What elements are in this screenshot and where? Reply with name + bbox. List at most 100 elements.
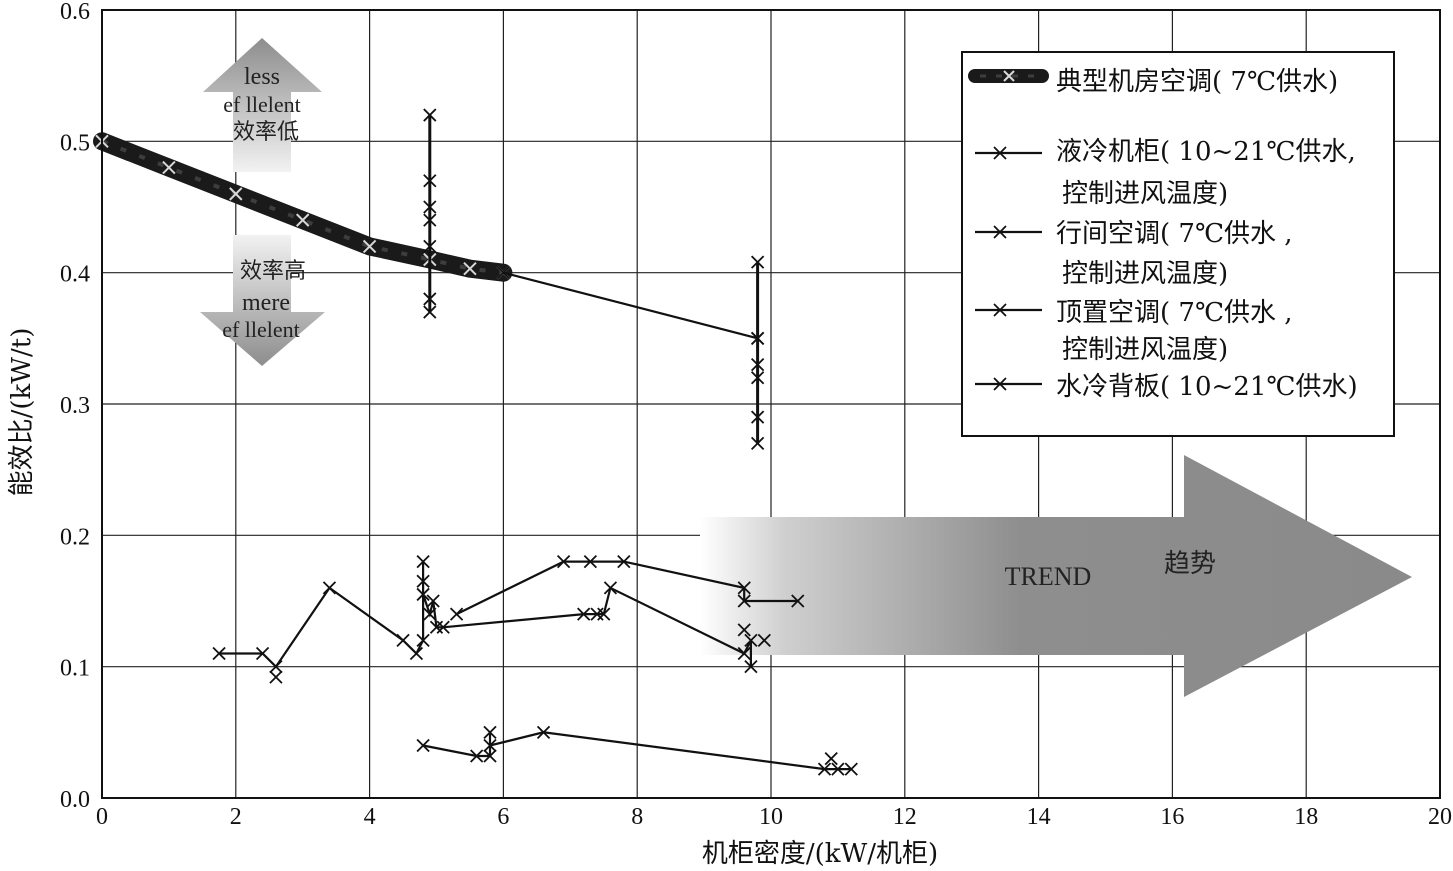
data-point [470,749,484,763]
up-arrow-label-1: less [244,64,280,90]
down-arrow-label-3: ef llelent [222,317,300,342]
legend: 典型机房空调( 7℃供水) 液冷机柜( 10~21℃供水, 控制进风温度) 行间… [961,51,1395,437]
series-8 [824,751,838,766]
legend-sample-marker [993,303,1007,317]
data-point [212,646,226,661]
series-line [503,271,758,340]
legend-sample-marker [993,146,1007,160]
series-5 [449,554,805,621]
series-7 [416,725,858,776]
data-point [322,581,337,595]
x-axis-title: 机柜密度/(kW/机柜) [702,839,938,869]
legend-label-inrow-2: 控制进风温度) [1062,259,1228,289]
y-tick-label: 0.6 [60,0,90,25]
data-point [269,660,283,674]
data-point [162,160,176,175]
legend-sample-marker [993,225,1007,239]
data-point [737,581,751,595]
data-point [750,357,765,372]
data-point [750,371,765,385]
data-point [737,594,751,608]
data-point [844,762,858,776]
up-arrow-label-3: 效率低 [233,119,299,144]
data-point [590,607,604,621]
data-point [750,255,765,269]
data-point [416,738,430,753]
data-point [449,607,464,621]
data-point [423,108,437,122]
x-tick-label: 8 [631,804,643,830]
data-point [597,607,611,621]
data-point [496,266,511,280]
data-point [757,633,771,648]
series-4 [212,554,758,674]
legend-sample-marker [1003,70,1015,82]
x-tick-label: 20 [1428,804,1452,830]
x-tick-label: 14 [1027,804,1051,830]
data-point [423,292,437,306]
legend-label-overhead-2: 控制进风温度) [1062,335,1228,365]
data-point [423,305,437,319]
data-point [483,749,497,763]
data-point [463,262,477,276]
x-tick-label: 6 [497,804,509,830]
data-point [423,607,437,621]
data-point [416,554,430,569]
legend-label-typical: 典型机房空调( 7℃供水) [1056,67,1338,97]
legend-label-liquid-2: 控制进风温度) [1062,179,1228,209]
data-point [255,646,270,661]
tick-labels: 0 2 4 6 8 10 12 14 16 18 20 0.0 0.1 0.2 0.3 0.4 0.5 0.6 [60,0,1452,830]
x-tick-label: 16 [1160,804,1184,830]
plot-frame [101,9,1441,799]
data-point [483,738,497,753]
data-point [536,725,551,739]
data-point [750,436,765,451]
data-point [737,646,751,661]
data-point [362,239,377,254]
x-tick-label: 4 [364,804,376,830]
y-tick-label: 0.2 [60,524,90,550]
legend-label-overhead: 顶置空调( 7℃供水 , [1056,298,1293,328]
legend-label-inrow: 行间空调( 7℃供水 , [1056,219,1293,249]
data-point [409,646,424,661]
data-point [750,410,765,424]
trend-arrow: TREND 趋势 [700,455,1412,697]
series-3 [750,255,765,451]
data-point [295,213,310,227]
legend-sample-inrow [975,225,1042,239]
data-point [416,574,430,588]
down-arrow-label-2: mere [242,290,290,316]
data-point [817,762,832,776]
data-point [396,633,410,648]
legend-sample-rear-door [975,377,1042,391]
legend-label-liquid: 液冷机柜( 10~21℃供水, [1056,137,1356,167]
data-point [429,620,444,634]
down-arrow-label-1: 效率高 [240,258,306,283]
x-tick-label: 2 [230,804,242,830]
data-point [824,751,838,766]
legend-label-rear-door: 水冷背板( 10~21℃供水) [1056,372,1358,402]
data-point [423,200,437,214]
x-tick-label: 10 [759,804,783,830]
legend-sample-overhead [975,303,1042,317]
up-arrow-label-2: ef llelent [223,92,301,117]
series-line-texture [101,139,504,275]
legend-sample-typical [968,69,1049,83]
data-point [744,633,758,648]
data-point [483,725,497,739]
y-tick-label: 0.4 [60,262,90,288]
legend-sample-marker [993,377,1007,391]
data-point [831,762,845,776]
legend-box [961,51,1395,437]
series-6 [269,623,771,684]
data-point [603,581,618,595]
data-point [423,174,437,188]
y-tick-label: 0.5 [60,130,90,156]
data-point [577,607,591,621]
data-point [269,670,283,684]
series-layer [93,108,858,776]
data-point [229,187,243,201]
y-tick-label: 0.1 [60,656,90,682]
x-tick-label: 0 [96,804,108,830]
